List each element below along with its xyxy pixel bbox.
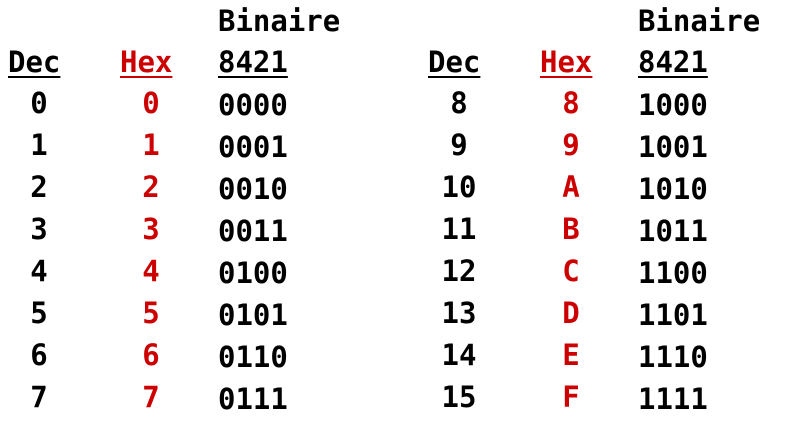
binary-value: 1110 [638,340,708,374]
binary-value: 0000 [218,88,288,122]
conversion-table-right: Binaire Dec Hex 8421 8 8 1000 9 9 1001 10 A 1010… [420,0,800,426]
binary-value: 0111 [218,382,288,416]
dec-value: 5 [30,296,48,330]
binary-value: 0001 [218,130,288,164]
hex-value: D [562,296,580,330]
hex-value: 0 [142,86,160,120]
hex-value: 8 [562,86,580,120]
binary-value: 0110 [218,340,288,374]
hex-value: 5 [142,296,160,330]
binary-weights-header: 8421 [638,45,708,79]
dec-value: 11 [441,212,477,246]
dec-value: 6 [30,338,48,372]
binary-value: 0101 [218,298,288,332]
hex-header: Hex [120,45,173,79]
hex-value: F [562,380,580,414]
binary-header-top: Binaire [218,4,341,38]
dec-value: 3 [30,212,48,246]
binary-value: 1100 [638,256,708,290]
hex-value: 3 [142,212,160,246]
dec-value: 0 [30,86,48,120]
binary-value: 1011 [638,214,708,248]
binary-value: 1111 [638,382,708,416]
hex-header: Hex [540,45,593,79]
hex-value: 7 [142,380,160,414]
binary-value: 0010 [218,172,288,206]
dec-value: 14 [441,338,477,372]
dec-value: 7 [30,380,48,414]
hex-value: E [562,338,580,372]
binary-value: 0100 [218,256,288,290]
hex-value: B [562,212,580,246]
conversion-table-left: Binaire Dec Hex 8421 0 0 0000 1 1 0001 2 2 0010 3… [8,4,341,416]
dec-value: 15 [441,380,477,414]
hex-value: 9 [562,128,580,162]
binary-value: 1101 [638,298,708,332]
dec-value: 10 [441,170,477,204]
dec-header: Dec [8,45,61,79]
binary-value: 1010 [638,172,708,206]
dec-value: 2 [30,170,48,204]
dec-value: 9 [450,128,468,162]
binary-value: 1001 [638,130,708,164]
binary-header-top: Binaire [638,4,761,38]
dec-value: 4 [30,254,48,288]
dec-value: 8 [450,86,468,120]
hex-value: 4 [142,254,160,288]
dec-value: 13 [441,296,477,330]
hex-value: 6 [142,338,160,372]
hex-value: 1 [142,128,160,162]
hex-value: C [562,254,580,288]
hex-value: A [562,170,580,204]
binary-value: 0011 [218,214,288,248]
binary-weights-header: 8421 [218,45,288,79]
dec-value: 1 [30,128,48,162]
dec-header: Dec [428,45,481,79]
binary-value: 1000 [638,88,708,122]
hex-value: 2 [142,170,160,204]
dec-value: 12 [441,254,477,288]
